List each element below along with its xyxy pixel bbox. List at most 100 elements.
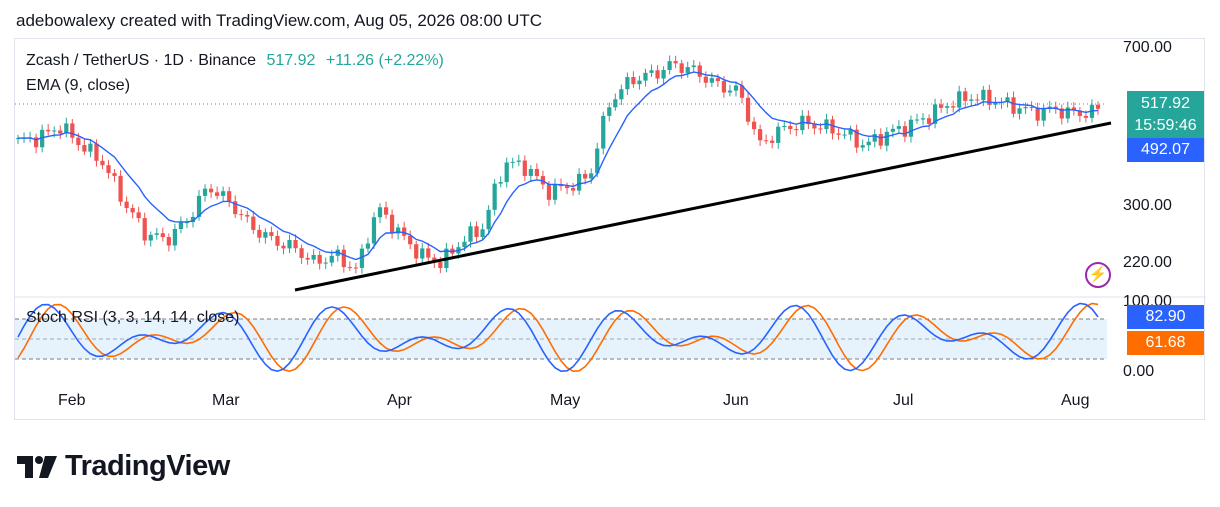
candle-body bbox=[963, 91, 968, 101]
legend-change: +11.26 (+2.22%) bbox=[325, 52, 444, 69]
candle-body bbox=[402, 227, 407, 236]
candle-body bbox=[872, 134, 877, 142]
candle-body bbox=[154, 233, 159, 235]
candle-body bbox=[257, 229, 262, 238]
symbol-legend[interactable]: Zcash / TetherUS · 1D · Binance 517.92 +… bbox=[26, 52, 444, 70]
candle-body bbox=[239, 214, 244, 216]
candle-body bbox=[263, 232, 268, 238]
tradingview-logo[interactable]: TradingView bbox=[17, 450, 230, 483]
time-axis-label: Apr bbox=[387, 392, 412, 409]
candle-body bbox=[570, 188, 576, 191]
candle-body bbox=[1083, 115, 1089, 118]
chart-frame[interactable]: Zcash / TetherUS · 1D · Binance 517.92 +… bbox=[14, 38, 1206, 421]
candle-body bbox=[739, 85, 745, 98]
price-axis-label: 300.00 bbox=[1123, 197, 1172, 214]
stoch-k-line bbox=[17, 302, 1099, 373]
candle-body bbox=[637, 80, 642, 85]
last-price-tag: 517.92 15:59:46 bbox=[1127, 91, 1204, 139]
candle-body bbox=[1041, 108, 1046, 121]
candle-body bbox=[926, 118, 932, 124]
candle-body bbox=[625, 77, 630, 90]
candle-body bbox=[709, 78, 714, 83]
candle-body bbox=[396, 227, 401, 234]
candle-body bbox=[577, 173, 582, 191]
candle-body bbox=[564, 186, 570, 189]
candle-body bbox=[842, 134, 847, 136]
candle-body bbox=[902, 126, 908, 137]
candle-body bbox=[721, 81, 727, 93]
candle-body bbox=[474, 226, 479, 238]
candle-body bbox=[88, 143, 93, 152]
candle-body bbox=[993, 102, 998, 105]
candle-body bbox=[1059, 108, 1064, 119]
candle-body bbox=[420, 248, 425, 259]
candle-body bbox=[70, 123, 75, 138]
chart-canvas[interactable] bbox=[15, 39, 1206, 421]
candle-body bbox=[848, 129, 853, 135]
candle-body bbox=[190, 216, 196, 223]
candle-body bbox=[408, 235, 413, 245]
candle-body bbox=[432, 257, 437, 263]
candle-body bbox=[462, 241, 467, 248]
candle-body bbox=[52, 130, 57, 132]
candle-body bbox=[426, 248, 431, 258]
candle-body bbox=[251, 216, 256, 230]
candle-body bbox=[715, 78, 720, 82]
candle-body bbox=[727, 90, 733, 93]
candle-body bbox=[305, 257, 310, 260]
candle-body bbox=[788, 126, 793, 130]
symbol-name: Zcash / TetherUS · 1D · Binance bbox=[26, 52, 257, 69]
candle-body bbox=[323, 262, 328, 264]
candle-body bbox=[987, 89, 992, 105]
candle-body bbox=[136, 212, 141, 219]
candle-body bbox=[914, 119, 920, 121]
candle-body bbox=[1053, 106, 1058, 109]
last-price-value: 517.92 bbox=[1141, 95, 1190, 112]
candle-body bbox=[691, 65, 696, 68]
bolt-icon[interactable]: ⚡ bbox=[1085, 262, 1111, 288]
candle-body bbox=[685, 67, 690, 73]
ema-price-tag: 492.07 bbox=[1127, 138, 1204, 162]
candle-body bbox=[329, 255, 334, 263]
candle-body bbox=[377, 207, 383, 218]
candle-body bbox=[890, 128, 895, 132]
candle-body bbox=[878, 134, 883, 146]
candle-body bbox=[46, 129, 51, 132]
tv-brand-text: TradingView bbox=[65, 450, 230, 482]
candle-body bbox=[601, 115, 606, 149]
candle-body bbox=[208, 188, 214, 193]
candle-body bbox=[516, 160, 521, 162]
stoch-legend[interactable]: Stoch RSI (3, 3, 14, 14, close) bbox=[26, 309, 240, 326]
candle-body bbox=[981, 89, 986, 101]
candle-body bbox=[371, 217, 377, 244]
candle-body bbox=[546, 184, 552, 200]
candle-body bbox=[215, 192, 220, 196]
candle-body bbox=[975, 99, 980, 101]
candle-body bbox=[884, 131, 889, 146]
candle-body bbox=[528, 168, 533, 176]
candle-body bbox=[106, 165, 111, 174]
time-axis-label: Feb bbox=[58, 392, 86, 409]
candle-body bbox=[365, 243, 371, 249]
candle-body bbox=[281, 245, 286, 249]
stoch-d-tag: 61.68 bbox=[1127, 331, 1204, 355]
ema-legend[interactable]: EMA (9, close) bbox=[26, 77, 131, 94]
candle-body bbox=[480, 229, 485, 238]
price-axis-label: 220.00 bbox=[1123, 254, 1172, 271]
candle-body bbox=[287, 239, 292, 249]
candle-body bbox=[64, 123, 69, 134]
candle-body bbox=[908, 119, 914, 137]
candle-body bbox=[468, 226, 473, 242]
candle-body bbox=[764, 140, 769, 142]
candle-body bbox=[293, 239, 298, 249]
candle-body bbox=[233, 201, 238, 215]
candle-body bbox=[1071, 107, 1076, 111]
candle-body bbox=[703, 76, 708, 83]
candle-body bbox=[341, 249, 346, 268]
candle-body bbox=[245, 214, 250, 217]
candle-body bbox=[770, 140, 775, 143]
time-axis-label: Mar bbox=[212, 392, 240, 409]
candle-body bbox=[275, 235, 280, 246]
candle-body bbox=[82, 145, 87, 152]
candle-body bbox=[94, 143, 99, 161]
